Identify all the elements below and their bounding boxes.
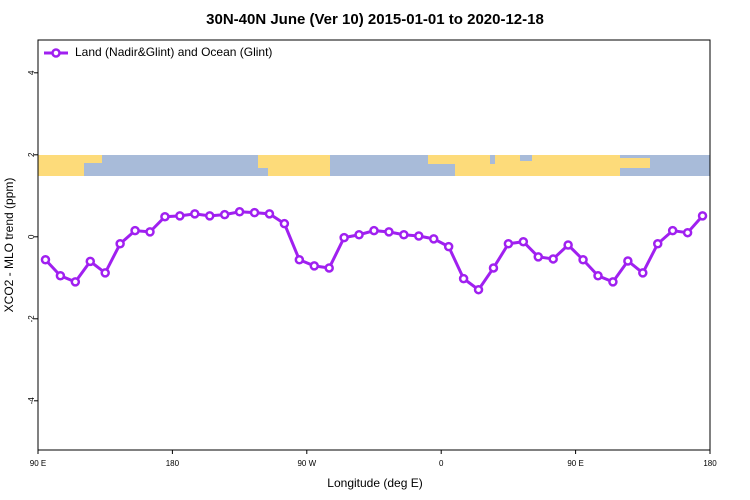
data-point <box>414 231 424 241</box>
data-point <box>55 271 66 281</box>
x-axis-label: Longitude (deg E) <box>327 476 422 490</box>
data-point <box>309 261 320 271</box>
data-point <box>279 218 290 229</box>
chart-title: 30N-40N June (Ver 10) 2015-01-01 to 2020… <box>206 11 544 28</box>
data-point <box>369 225 379 236</box>
data-point <box>488 263 499 273</box>
data-point <box>100 268 110 278</box>
y-axis-label: XCO2 - MLO trend (ppm) <box>2 178 16 313</box>
data-point <box>458 273 469 284</box>
data-point <box>384 227 394 237</box>
data-point <box>339 232 349 243</box>
data-point <box>264 209 275 219</box>
data-point <box>324 263 334 273</box>
data-point <box>682 227 693 238</box>
data-point <box>190 209 200 219</box>
data-point <box>667 225 678 236</box>
series-line <box>44 210 704 292</box>
land-ocean-map <box>38 155 710 176</box>
legend-label: Land (Nadir&Glint) and Ocean (Glint) <box>75 45 272 59</box>
data-point <box>473 284 484 295</box>
data-point <box>638 268 648 278</box>
y-tick-label: 4 <box>27 70 36 75</box>
data-point <box>175 211 185 221</box>
x-tick-label: 180 <box>166 459 180 468</box>
data-point <box>518 236 529 247</box>
data-point <box>623 256 633 266</box>
data-point <box>130 225 140 236</box>
data-point <box>234 207 245 217</box>
data-point <box>160 211 170 222</box>
data-point <box>219 209 230 220</box>
data-point <box>428 234 439 244</box>
x-tick-label: 0 <box>439 459 444 468</box>
x-tick-label: 90 E <box>567 459 583 468</box>
data-point <box>294 255 305 265</box>
data-point <box>354 230 364 240</box>
plot-frame <box>37 39 711 451</box>
data-point <box>204 211 215 221</box>
y-tick-label: -2 <box>27 315 36 323</box>
data-point <box>70 277 81 287</box>
x-tick-label: 90 W <box>297 459 316 468</box>
data-point <box>503 239 514 249</box>
data-point <box>115 239 125 249</box>
data-point <box>85 256 96 267</box>
data-point <box>578 255 588 265</box>
x-tick-label: 90 E <box>30 459 46 468</box>
data-point <box>40 255 51 265</box>
data-point <box>249 207 260 218</box>
legend-marker <box>51 48 61 58</box>
data-point <box>652 239 663 249</box>
data-point <box>145 227 155 237</box>
y-tick-label: 2 <box>27 152 36 157</box>
data-point <box>697 211 708 221</box>
data-point <box>443 241 454 252</box>
data-point <box>593 271 603 281</box>
y-tick-label: 0 <box>27 234 36 239</box>
y-tick-label: -4 <box>27 397 36 405</box>
data-point <box>533 252 544 262</box>
data-point <box>608 277 618 287</box>
x-tick-label: 180 <box>703 459 717 468</box>
data-point <box>563 240 573 250</box>
data-point <box>399 230 409 240</box>
data-point <box>548 254 558 264</box>
